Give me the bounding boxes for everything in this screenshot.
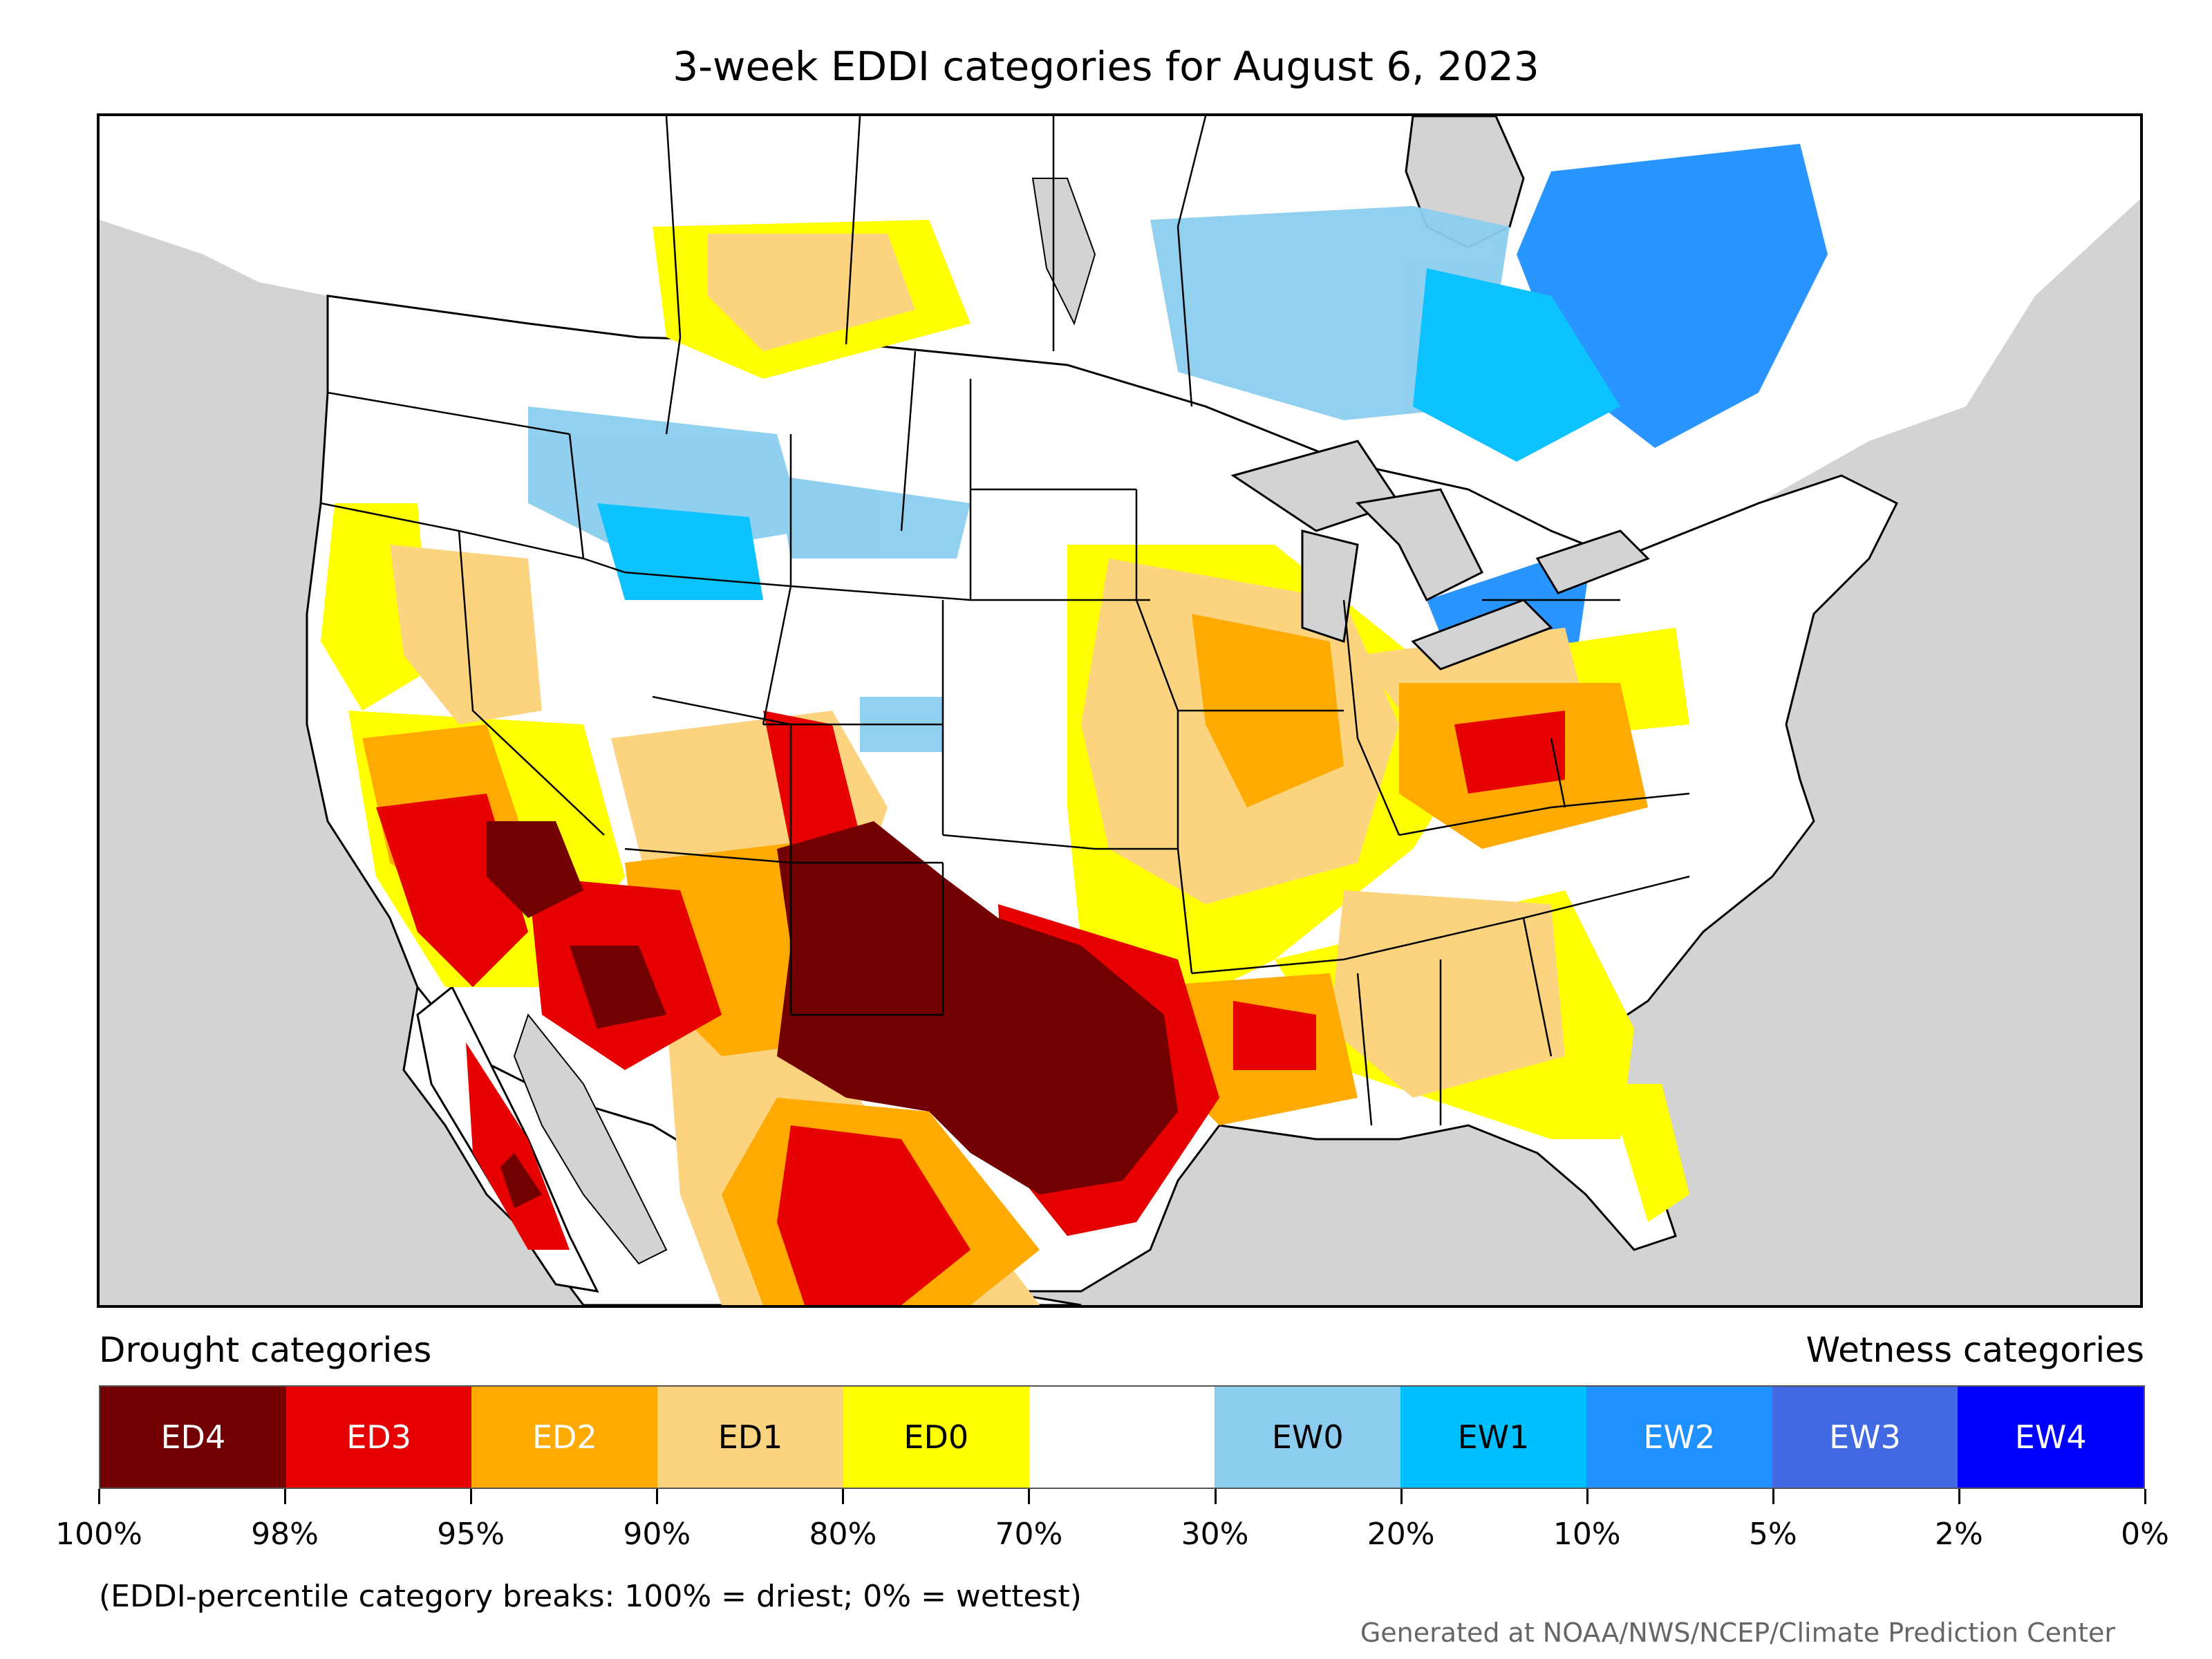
- legend-swatch-neutral: [1029, 1387, 1215, 1488]
- legend-swatch-ed0: ED0: [843, 1387, 1029, 1488]
- legend-swatch-ed3: ED3: [285, 1387, 472, 1488]
- drought-categories-heading: Drought categories: [99, 1330, 432, 1370]
- colorbar-tick: [1958, 1489, 1960, 1504]
- tick-label: 98%: [251, 1517, 319, 1552]
- credit-line: Generated at NOAA/NWS/NCEP/Climate Predi…: [1360, 1618, 2115, 1648]
- tick-label: 5%: [1748, 1517, 1797, 1552]
- tick-label: 70%: [995, 1517, 1063, 1552]
- legend-swatch-ew2: EW2: [1586, 1387, 1772, 1488]
- colorbar-tick: [284, 1489, 287, 1504]
- colorbar-tick: [656, 1489, 659, 1504]
- tick-label: 95%: [437, 1517, 505, 1552]
- colorbar-tick: [1214, 1489, 1217, 1504]
- tick-label: 20%: [1367, 1517, 1435, 1552]
- colorbar-tick: [1028, 1489, 1031, 1504]
- percentile-footnote: (EDDI-percentile category breaks: 100% =…: [99, 1579, 1082, 1614]
- colorbar-ticks: [98, 1489, 2146, 1504]
- ed4-areas: [487, 821, 1178, 1208]
- colorbar-tick: [470, 1489, 473, 1504]
- colorbar-tick: [1772, 1489, 1774, 1504]
- legend-swatch-ew1: EW1: [1400, 1387, 1586, 1488]
- tick-label: 90%: [623, 1517, 691, 1552]
- legend-swatch-ed4: ED4: [100, 1387, 286, 1488]
- lake-winnipeg: [1031, 178, 1096, 326]
- legend-swatch-ew0: EW0: [1215, 1387, 1401, 1488]
- state-boundaries: [320, 116, 1690, 1126]
- colorbar-tick: [842, 1489, 845, 1504]
- tick-label: 10%: [1553, 1517, 1621, 1552]
- tick-label: 100%: [55, 1517, 142, 1552]
- wetness-categories-heading: Wetness categories: [1806, 1330, 2144, 1370]
- gulf-of-california: [513, 1013, 668, 1265]
- colorbar-tick: [2144, 1489, 2146, 1504]
- legend-swatch-ed2: ED2: [471, 1387, 658, 1488]
- category-colorbar: ED4 ED3 ED2 ED1 ED0 EW0 EW1 EW2 EW3 EW4: [99, 1385, 2145, 1489]
- tick-label: 0%: [2121, 1517, 2169, 1552]
- colorbar-tick: [1400, 1489, 1403, 1504]
- legend-swatch-ew4: EW4: [1958, 1387, 2144, 1488]
- map-canvas: [100, 116, 2140, 1305]
- tick-label: 80%: [809, 1517, 877, 1552]
- eddi-map: [97, 113, 2143, 1308]
- legend-swatch-ew3: EW3: [1772, 1387, 1958, 1488]
- legend-swatch-ed1: ED1: [657, 1387, 843, 1488]
- tick-label: 30%: [1181, 1517, 1249, 1552]
- colorbar-tick: [98, 1489, 100, 1504]
- colorbar-tick: [1586, 1489, 1588, 1504]
- great-lakes: [1230, 440, 1650, 671]
- map-title: 3-week EDDI categories for August 6, 202…: [673, 43, 1539, 90]
- tick-label: 2%: [1935, 1517, 1983, 1552]
